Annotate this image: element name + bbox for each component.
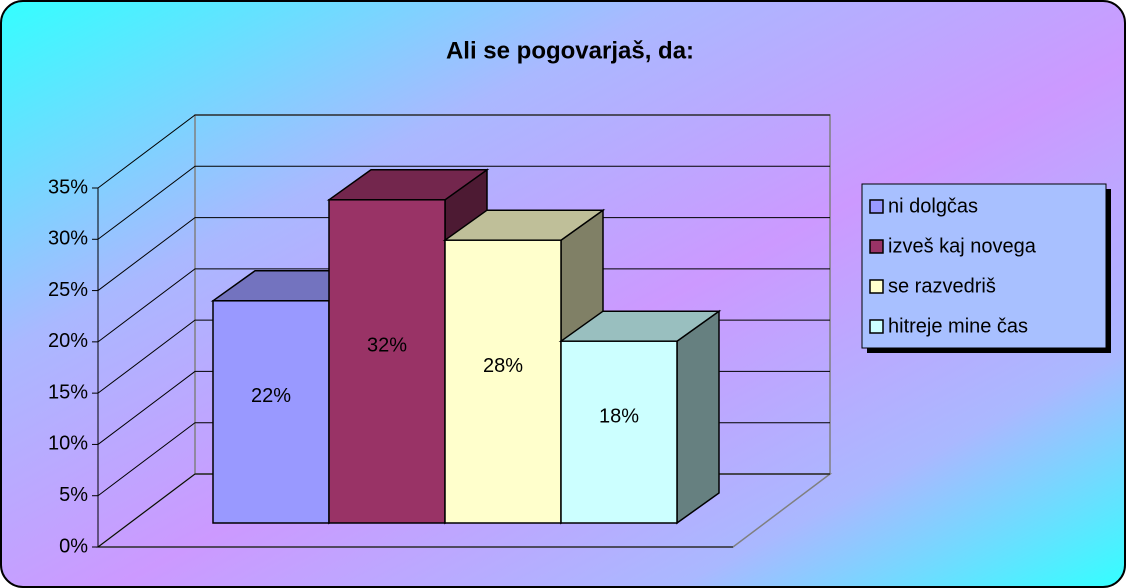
data-label: 18% — [599, 405, 639, 427]
grid-line — [97, 165, 830, 240]
bar — [444, 239, 562, 524]
y-tick-label: 20% — [48, 330, 88, 352]
plot-area: 0% 5% 10% 15% 20% 25% 30% 35% 22% 32% 28% 18% — [48, 114, 833, 557]
bar — [212, 300, 330, 524]
legend-swatch — [869, 239, 884, 254]
y-tick-label: 10% — [48, 433, 88, 455]
y-tick-label: 30% — [48, 228, 88, 250]
bar-side — [676, 309, 720, 525]
y-tick-label: 5% — [59, 484, 88, 506]
legend-swatch — [869, 279, 884, 294]
legend-label: izveš kaj novega — [888, 235, 1037, 257]
legend-swatch — [869, 319, 884, 334]
legend-swatch — [869, 199, 884, 214]
legend-label: se razvedriš — [888, 275, 996, 297]
legend-label: hitreje mine čas — [888, 315, 1028, 337]
y-tick-label: 15% — [48, 381, 88, 403]
data-label: 32% — [367, 335, 407, 357]
data-label: 22% — [251, 385, 291, 407]
grid-line — [97, 268, 830, 343]
y-tick-label: 35% — [48, 176, 88, 198]
y-tick-label: 25% — [48, 279, 88, 301]
legend — [861, 183, 1107, 349]
y-tick-label: 0% — [59, 535, 88, 557]
grid-line — [97, 114, 830, 189]
chart-title: Ali se pogovarjaš, da: — [446, 37, 694, 64]
bar — [328, 199, 446, 524]
grid-line — [97, 217, 830, 291]
data-label: 28% — [483, 355, 523, 377]
legend-label: ni dolgčas — [888, 195, 978, 217]
bar — [560, 340, 678, 524]
